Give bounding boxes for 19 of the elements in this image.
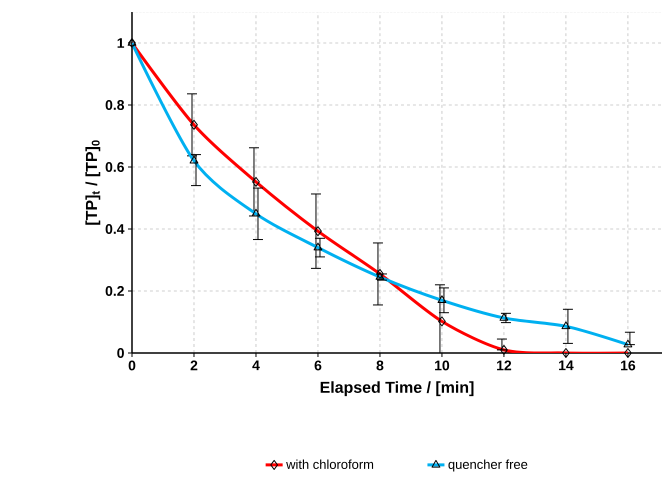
x-tick-label: 10 <box>435 360 450 370</box>
y-tick-label: 1 <box>118 38 124 48</box>
x-tick-label: 2 <box>190 360 198 370</box>
x-tick-label: 8 <box>376 360 384 370</box>
x-axis-title: Elapsed Time / [min] <box>320 381 474 396</box>
x-tick-label: 14 <box>559 360 574 370</box>
x-tick-label: 4 <box>252 360 260 370</box>
x-tick-label: 16 <box>621 360 636 370</box>
x-tick-label: 6 <box>314 360 322 370</box>
y-tick-label: 0.4 <box>106 224 124 234</box>
y-tick-label: 0.6 <box>106 162 124 172</box>
legend-label: quencher free <box>448 459 528 472</box>
legend-label: with chloroform <box>286 459 374 469</box>
x-tick-label: 12 <box>497 360 512 370</box>
y-tick-label: 0.2 <box>106 286 124 296</box>
y-tick-label: 0 <box>117 348 124 358</box>
y-tick-label: 0.8 <box>106 100 124 110</box>
y-axis-title: [TP]$_{t}$ / [TP]$_{0}$ <box>85 140 100 225</box>
x-tick-label: 0 <box>128 360 136 370</box>
